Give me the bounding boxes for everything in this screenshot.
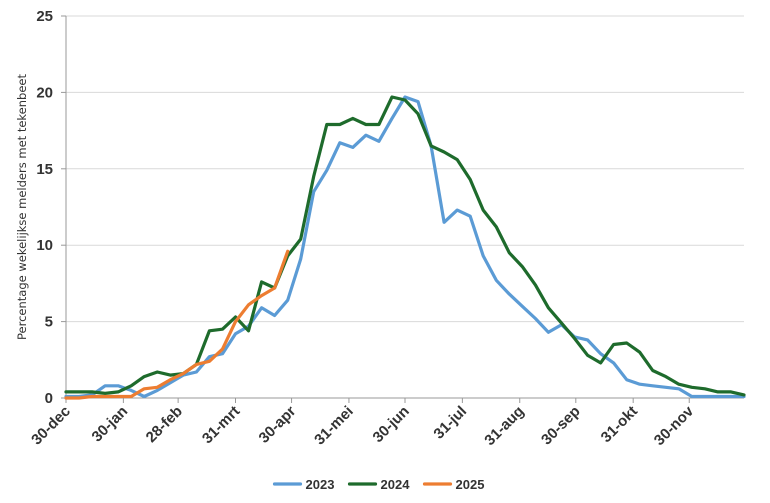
y-tick-label: 15: [36, 161, 53, 178]
x-tick-label: 28-feb: [143, 403, 186, 446]
x-tick-label: 31-aug: [481, 403, 527, 449]
x-tick-label: 31-mei: [311, 403, 357, 449]
x-tick-label: 31-okt: [598, 403, 641, 446]
legend-label-2025: 2025: [456, 477, 485, 492]
y-tick-label: 10: [36, 237, 53, 254]
legend: 2023 2024 2025: [272, 477, 485, 492]
x-tick-label: 30-sep: [538, 403, 584, 449]
x-tick-label: 31-mrt: [199, 403, 243, 447]
series-lines: [64, 95, 746, 400]
x-tick-label: 30-jun: [370, 403, 413, 446]
y-tick-label: 5: [45, 314, 53, 331]
y-tick-label: 0: [45, 390, 53, 407]
x-tick-label: 30-jan: [89, 403, 132, 446]
x-tick-label: 30-apr: [256, 403, 300, 447]
x-tick-label: 31-jul: [430, 403, 470, 443]
series-line-2025: [64, 249, 290, 400]
x-tick-labels: 30-dec 30-jan 28-feb 31-mrt 30-apr 31-mei 30-j…: [28, 402, 697, 449]
y-tick-label: 25: [36, 8, 53, 25]
axes: [65, 16, 744, 399]
x-tick-label: 30-dec: [28, 403, 74, 449]
legend-label-2023: 2023: [306, 477, 335, 492]
series-line-2024: [64, 95, 746, 397]
series-line-2023: [64, 95, 746, 399]
x-tick-label: 30-nov: [651, 402, 698, 449]
y-tick-label: 20: [36, 84, 53, 101]
y-tick-labels: 0 5 10 15 20 25: [36, 8, 53, 407]
y-axis-label: Percentage wekelijkse melders met tekenb…: [15, 74, 29, 340]
legend-label-2024: 2024: [381, 477, 411, 492]
gridlines: [61, 15, 744, 403]
